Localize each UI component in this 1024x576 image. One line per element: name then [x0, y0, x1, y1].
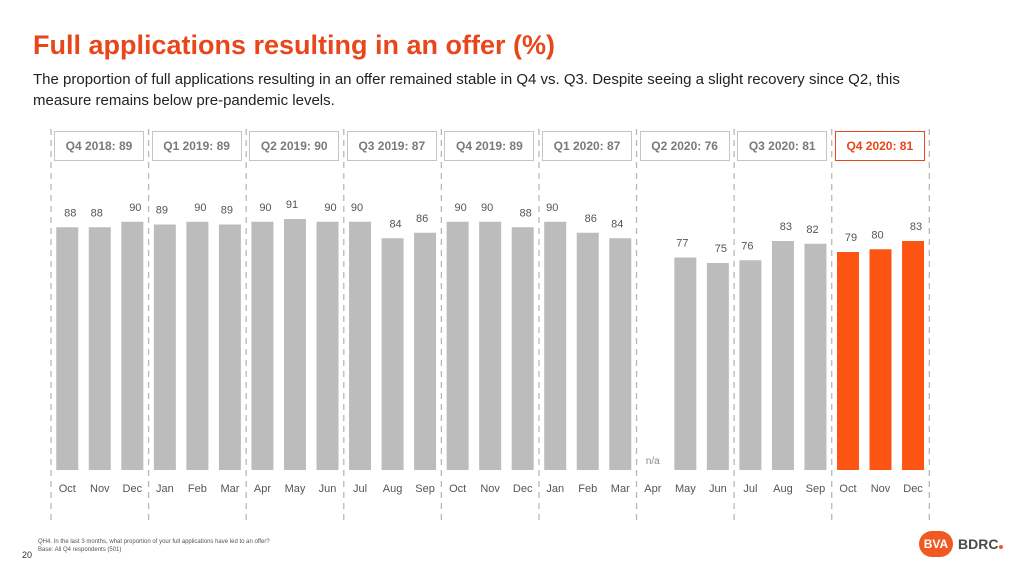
x-tick-label: Mar	[220, 483, 239, 495]
quarter-box: Q1 2019: 89	[151, 131, 242, 161]
x-tick-label: Feb	[578, 483, 597, 495]
bar	[869, 249, 892, 470]
x-tick-label: Jan	[156, 483, 174, 495]
bar-value-label: 84	[389, 218, 401, 230]
bar-value-label: 82	[806, 224, 818, 236]
bar	[381, 238, 404, 470]
bar	[316, 221, 339, 470]
bar-value-label: 89	[156, 205, 168, 217]
bar-value-label: 90	[259, 202, 271, 214]
bar-value-label: 86	[585, 213, 597, 225]
footnote-question: QH4. In the last 3 months, what proporti…	[38, 539, 270, 545]
x-tick-label: Sep	[415, 483, 435, 495]
bar-value-label: 90	[546, 202, 558, 214]
bar-value-label: 79	[845, 232, 857, 244]
bar	[121, 221, 144, 470]
page-subtitle: The proportion of full applications resu…	[33, 71, 900, 109]
x-tick-label: Jul	[743, 483, 757, 495]
footnote-base: Base: All Q4 respondents (501)	[38, 547, 122, 553]
missing-data-label: n/a	[646, 456, 660, 467]
bar	[186, 221, 209, 470]
bar-value-label: 76	[741, 240, 753, 252]
x-tick-label: Dec	[123, 483, 143, 495]
bar-value-label: 88	[91, 207, 103, 219]
x-tick-label: Jan	[546, 483, 564, 495]
bar	[771, 241, 794, 470]
x-tick-label: Oct	[839, 483, 856, 495]
page-number: 20	[22, 550, 33, 560]
x-tick-label: Apr	[644, 483, 661, 495]
x-tick-label: Mar	[611, 483, 630, 495]
x-tick-label: Jul	[353, 483, 367, 495]
bar-value-label: 86	[416, 213, 428, 225]
x-tick-label: May	[675, 483, 696, 495]
x-tick-label: Oct	[449, 483, 466, 495]
bar	[218, 224, 241, 470]
logo-text: BDRC	[958, 536, 999, 552]
bar	[902, 241, 925, 470]
bar-value-label: 88	[64, 207, 76, 219]
x-tick-label: Dec	[513, 483, 533, 495]
bar	[576, 232, 599, 470]
bar-value-label: 90	[129, 202, 141, 214]
bar-value-label: 90	[481, 202, 493, 214]
bar	[804, 243, 827, 470]
bar	[349, 221, 372, 470]
x-tick-label: Sep	[806, 483, 826, 495]
bar-value-label: 91	[286, 199, 298, 211]
x-tick-label: Feb	[188, 483, 207, 495]
bar-value-label: 77	[676, 238, 688, 250]
logo-dot-icon	[999, 545, 1004, 549]
quarter-box: Q3 2020: 81	[737, 131, 828, 161]
x-tick-label: Apr	[254, 483, 271, 495]
x-tick-label: Nov	[480, 483, 500, 495]
bar	[446, 221, 469, 470]
quarter-box: Q4 2019: 89	[444, 131, 535, 161]
bar	[251, 221, 274, 470]
bar-value-label: 90	[455, 202, 467, 214]
page-title: Full applications resulting in an offer …	[33, 30, 556, 60]
x-tick-label: Aug	[383, 483, 403, 495]
x-tick-label: May	[285, 483, 306, 495]
quarter-box: Q4 2018: 89	[54, 131, 144, 161]
x-tick-label: Aug	[773, 483, 793, 495]
bar-value-label: 90	[324, 202, 336, 214]
company-logo: BVA BDRC	[919, 531, 1004, 557]
x-tick-label: Oct	[59, 483, 76, 495]
quarter-box: Q3 2019: 87	[346, 131, 437, 161]
bar-value-label: 89	[221, 205, 233, 217]
bar	[414, 232, 437, 470]
bar-value-label: 84	[611, 218, 623, 230]
bar-value-label: 88	[520, 207, 532, 219]
bar-value-label: 75	[715, 243, 727, 255]
quarter-box: Q2 2020: 76	[639, 131, 730, 161]
bar	[88, 227, 111, 470]
bar-value-label: 80	[871, 229, 883, 241]
quarter-box: Q2 2019: 90	[249, 131, 340, 161]
bar	[56, 227, 79, 470]
bar-value-label: 90	[194, 202, 206, 214]
bar	[153, 224, 176, 470]
x-tick-label: Jun	[709, 483, 727, 495]
bar	[706, 263, 729, 470]
bar	[609, 238, 632, 470]
bar	[739, 260, 762, 470]
x-tick-label: Nov	[90, 483, 110, 495]
bar-value-label: 83	[780, 221, 792, 233]
x-tick-label: Dec	[903, 483, 923, 495]
quarter-box: Q1 2020: 87	[542, 131, 632, 161]
bar	[283, 219, 306, 470]
x-tick-label: Jun	[319, 483, 337, 495]
bar-value-label: 83	[910, 221, 922, 233]
bar	[511, 227, 534, 470]
bar	[674, 257, 697, 470]
bar	[836, 252, 859, 470]
logo-badge: BVA	[919, 531, 953, 557]
bar	[479, 221, 502, 470]
quarter-box: Q4 2020: 81	[834, 131, 925, 161]
bar	[544, 221, 567, 470]
bar-value-label: 90	[351, 202, 363, 214]
x-tick-label: Nov	[871, 483, 891, 495]
